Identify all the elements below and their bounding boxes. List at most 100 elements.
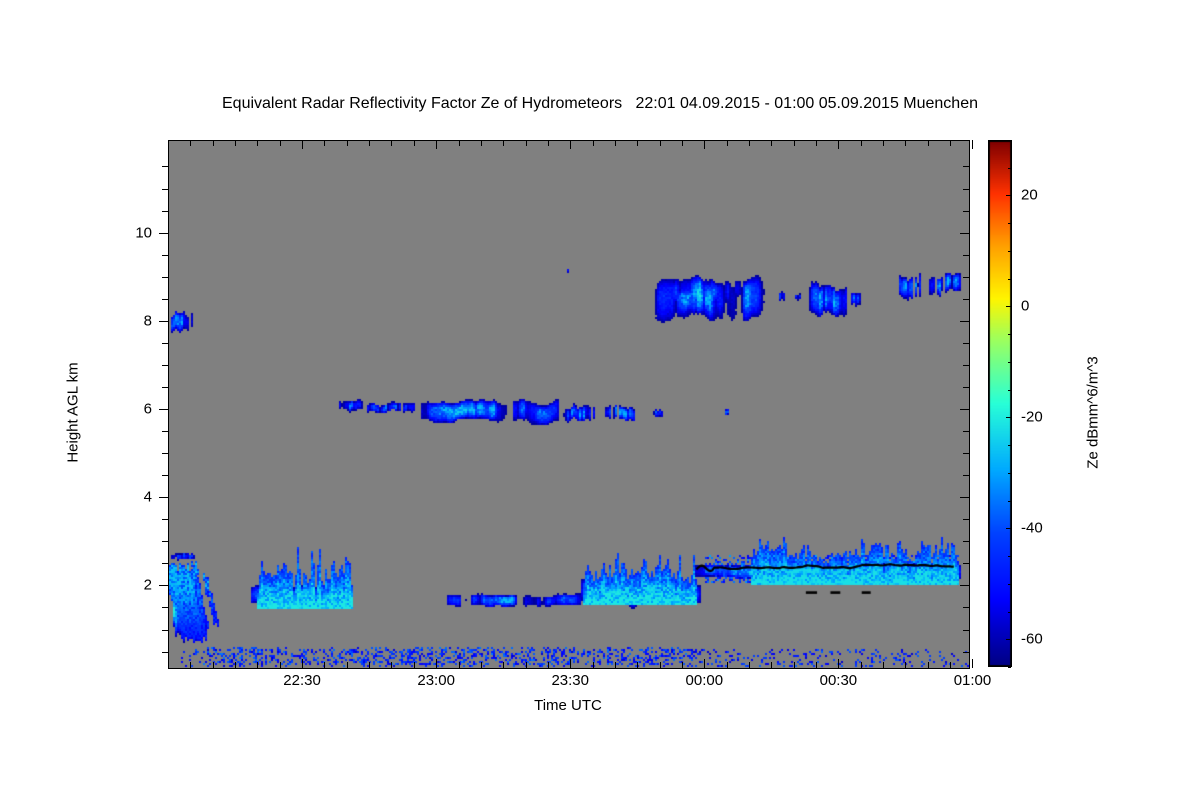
x-tick-minor xyxy=(637,662,639,668)
x-tick-minor xyxy=(950,662,952,668)
x-tick-major-top xyxy=(838,140,840,149)
x-tick-minor xyxy=(458,662,460,668)
y-tick-minor xyxy=(963,342,969,344)
x-tick-minor xyxy=(413,662,415,668)
x-tick-major xyxy=(838,659,840,668)
x-tick-minor xyxy=(525,140,527,146)
y-tick-minor xyxy=(162,254,168,256)
x-tick-minor xyxy=(369,662,371,668)
y-tick-minor xyxy=(963,431,969,433)
x-tick-minor xyxy=(883,662,885,668)
x-tick-label-wrap: 01:00 xyxy=(912,672,1032,689)
colorbar-tick-minor xyxy=(1008,250,1011,252)
x-tick-minor xyxy=(905,140,907,146)
y-tick-major xyxy=(159,497,168,499)
x-tick-minor xyxy=(458,140,460,146)
x-tick-minor xyxy=(927,140,929,146)
x-tick-minor xyxy=(391,140,393,146)
colorbar-tick-minor xyxy=(1008,445,1011,447)
x-tick-minor xyxy=(324,140,326,146)
y-tick-minor xyxy=(963,629,969,631)
y-tick-minor xyxy=(162,453,168,455)
y-tick-minor xyxy=(963,254,969,256)
x-tick-minor xyxy=(860,140,862,146)
colorbar-tick-minor xyxy=(1008,583,1011,585)
x-tick-minor xyxy=(681,662,683,668)
x-tick-minor xyxy=(235,662,237,668)
y-tick-minor xyxy=(963,519,969,521)
y-tick-minor xyxy=(963,188,969,190)
y-tick-minor xyxy=(162,364,168,366)
x-tick-label-wrap: 22:30 xyxy=(242,672,362,689)
x-tick-minor xyxy=(480,662,482,668)
y-tick-minor xyxy=(162,276,168,278)
x-tick-minor xyxy=(413,140,415,146)
x-tick-major-top xyxy=(972,140,974,149)
x-tick-minor xyxy=(257,662,259,668)
y-tick-major-right xyxy=(960,320,969,322)
colorbar-tick-label: -40 xyxy=(1021,519,1043,537)
x-tick-major xyxy=(704,659,706,668)
x-tick-minor xyxy=(480,140,482,146)
y-tick-minor xyxy=(963,298,969,300)
x-tick-minor xyxy=(771,662,773,668)
y-tick-label-wrap: 4 xyxy=(0,489,152,506)
y-tick-major-right xyxy=(960,585,969,587)
y-tick-minor xyxy=(162,629,168,631)
x-tick-minor xyxy=(346,140,348,146)
y-tick-label-wrap: 6 xyxy=(0,401,152,418)
colorbar-tick-minor xyxy=(1008,472,1011,474)
x-tick-major-top xyxy=(704,140,706,149)
x-tick-minor xyxy=(346,662,348,668)
x-tick-minor xyxy=(927,662,929,668)
y-tick-label-wrap: 8 xyxy=(0,312,152,329)
y-tick-minor xyxy=(162,342,168,344)
x-tick-minor xyxy=(547,662,549,668)
x-tick-minor xyxy=(614,140,616,146)
colorbar-tick-minor xyxy=(1008,167,1011,169)
y-tick-minor xyxy=(963,651,969,653)
y-tick-minor xyxy=(963,563,969,565)
y-tick-major-right xyxy=(960,232,969,234)
y-tick-minor xyxy=(963,453,969,455)
x-tick-major-top xyxy=(570,140,572,149)
x-tick-label: 01:00 xyxy=(953,672,992,689)
colorbar-tick-label: -60 xyxy=(1021,630,1043,648)
colorbar-tick xyxy=(1006,639,1011,641)
y-tick-minor xyxy=(963,166,969,168)
x-tick-minor xyxy=(212,662,214,668)
colorbar-tick-minor xyxy=(1008,361,1011,363)
x-tick-label: 22:30 xyxy=(283,672,321,689)
plot-area xyxy=(168,140,970,669)
x-tick-minor xyxy=(749,140,750,146)
colorbar-title: Ze dBmm^6/m^3 xyxy=(1084,356,1102,469)
colorbar-tick xyxy=(1006,528,1011,530)
x-tick-minor xyxy=(279,140,281,146)
colorbar-tick-minor xyxy=(1008,556,1011,558)
y-axis-title: Height AGL km xyxy=(64,362,82,463)
y-tick-minor xyxy=(963,364,969,366)
x-tick-minor xyxy=(547,140,549,146)
colorbar-tick xyxy=(1006,306,1011,308)
chart-title: Equivalent Radar Reflectivity Factor Ze … xyxy=(222,95,978,112)
y-tick-minor xyxy=(963,607,969,609)
x-tick-label-wrap: 00:30 xyxy=(778,672,898,689)
y-tick-label: 2 xyxy=(143,576,152,594)
colorbar-tick-minor xyxy=(1008,140,1011,141)
colorbar-tick-minor xyxy=(1008,389,1011,391)
colorbar-tick-minor xyxy=(1008,667,1011,668)
x-tick-minor xyxy=(681,140,683,146)
y-tick-minor xyxy=(162,475,168,477)
y-tick-minor xyxy=(162,607,168,609)
reflectivity-heatmap xyxy=(169,141,969,668)
y-tick-major-right xyxy=(960,409,969,410)
y-tick-major xyxy=(159,320,168,322)
x-tick-minor xyxy=(592,140,594,146)
y-tick-minor xyxy=(162,386,168,388)
y-tick-minor xyxy=(963,475,969,477)
y-tick-label: 10 xyxy=(135,224,152,242)
x-tick-minor xyxy=(190,662,192,668)
x-tick-label: 23:00 xyxy=(417,672,455,689)
colorbar-tick xyxy=(1006,195,1011,197)
x-tick-minor xyxy=(860,662,862,668)
